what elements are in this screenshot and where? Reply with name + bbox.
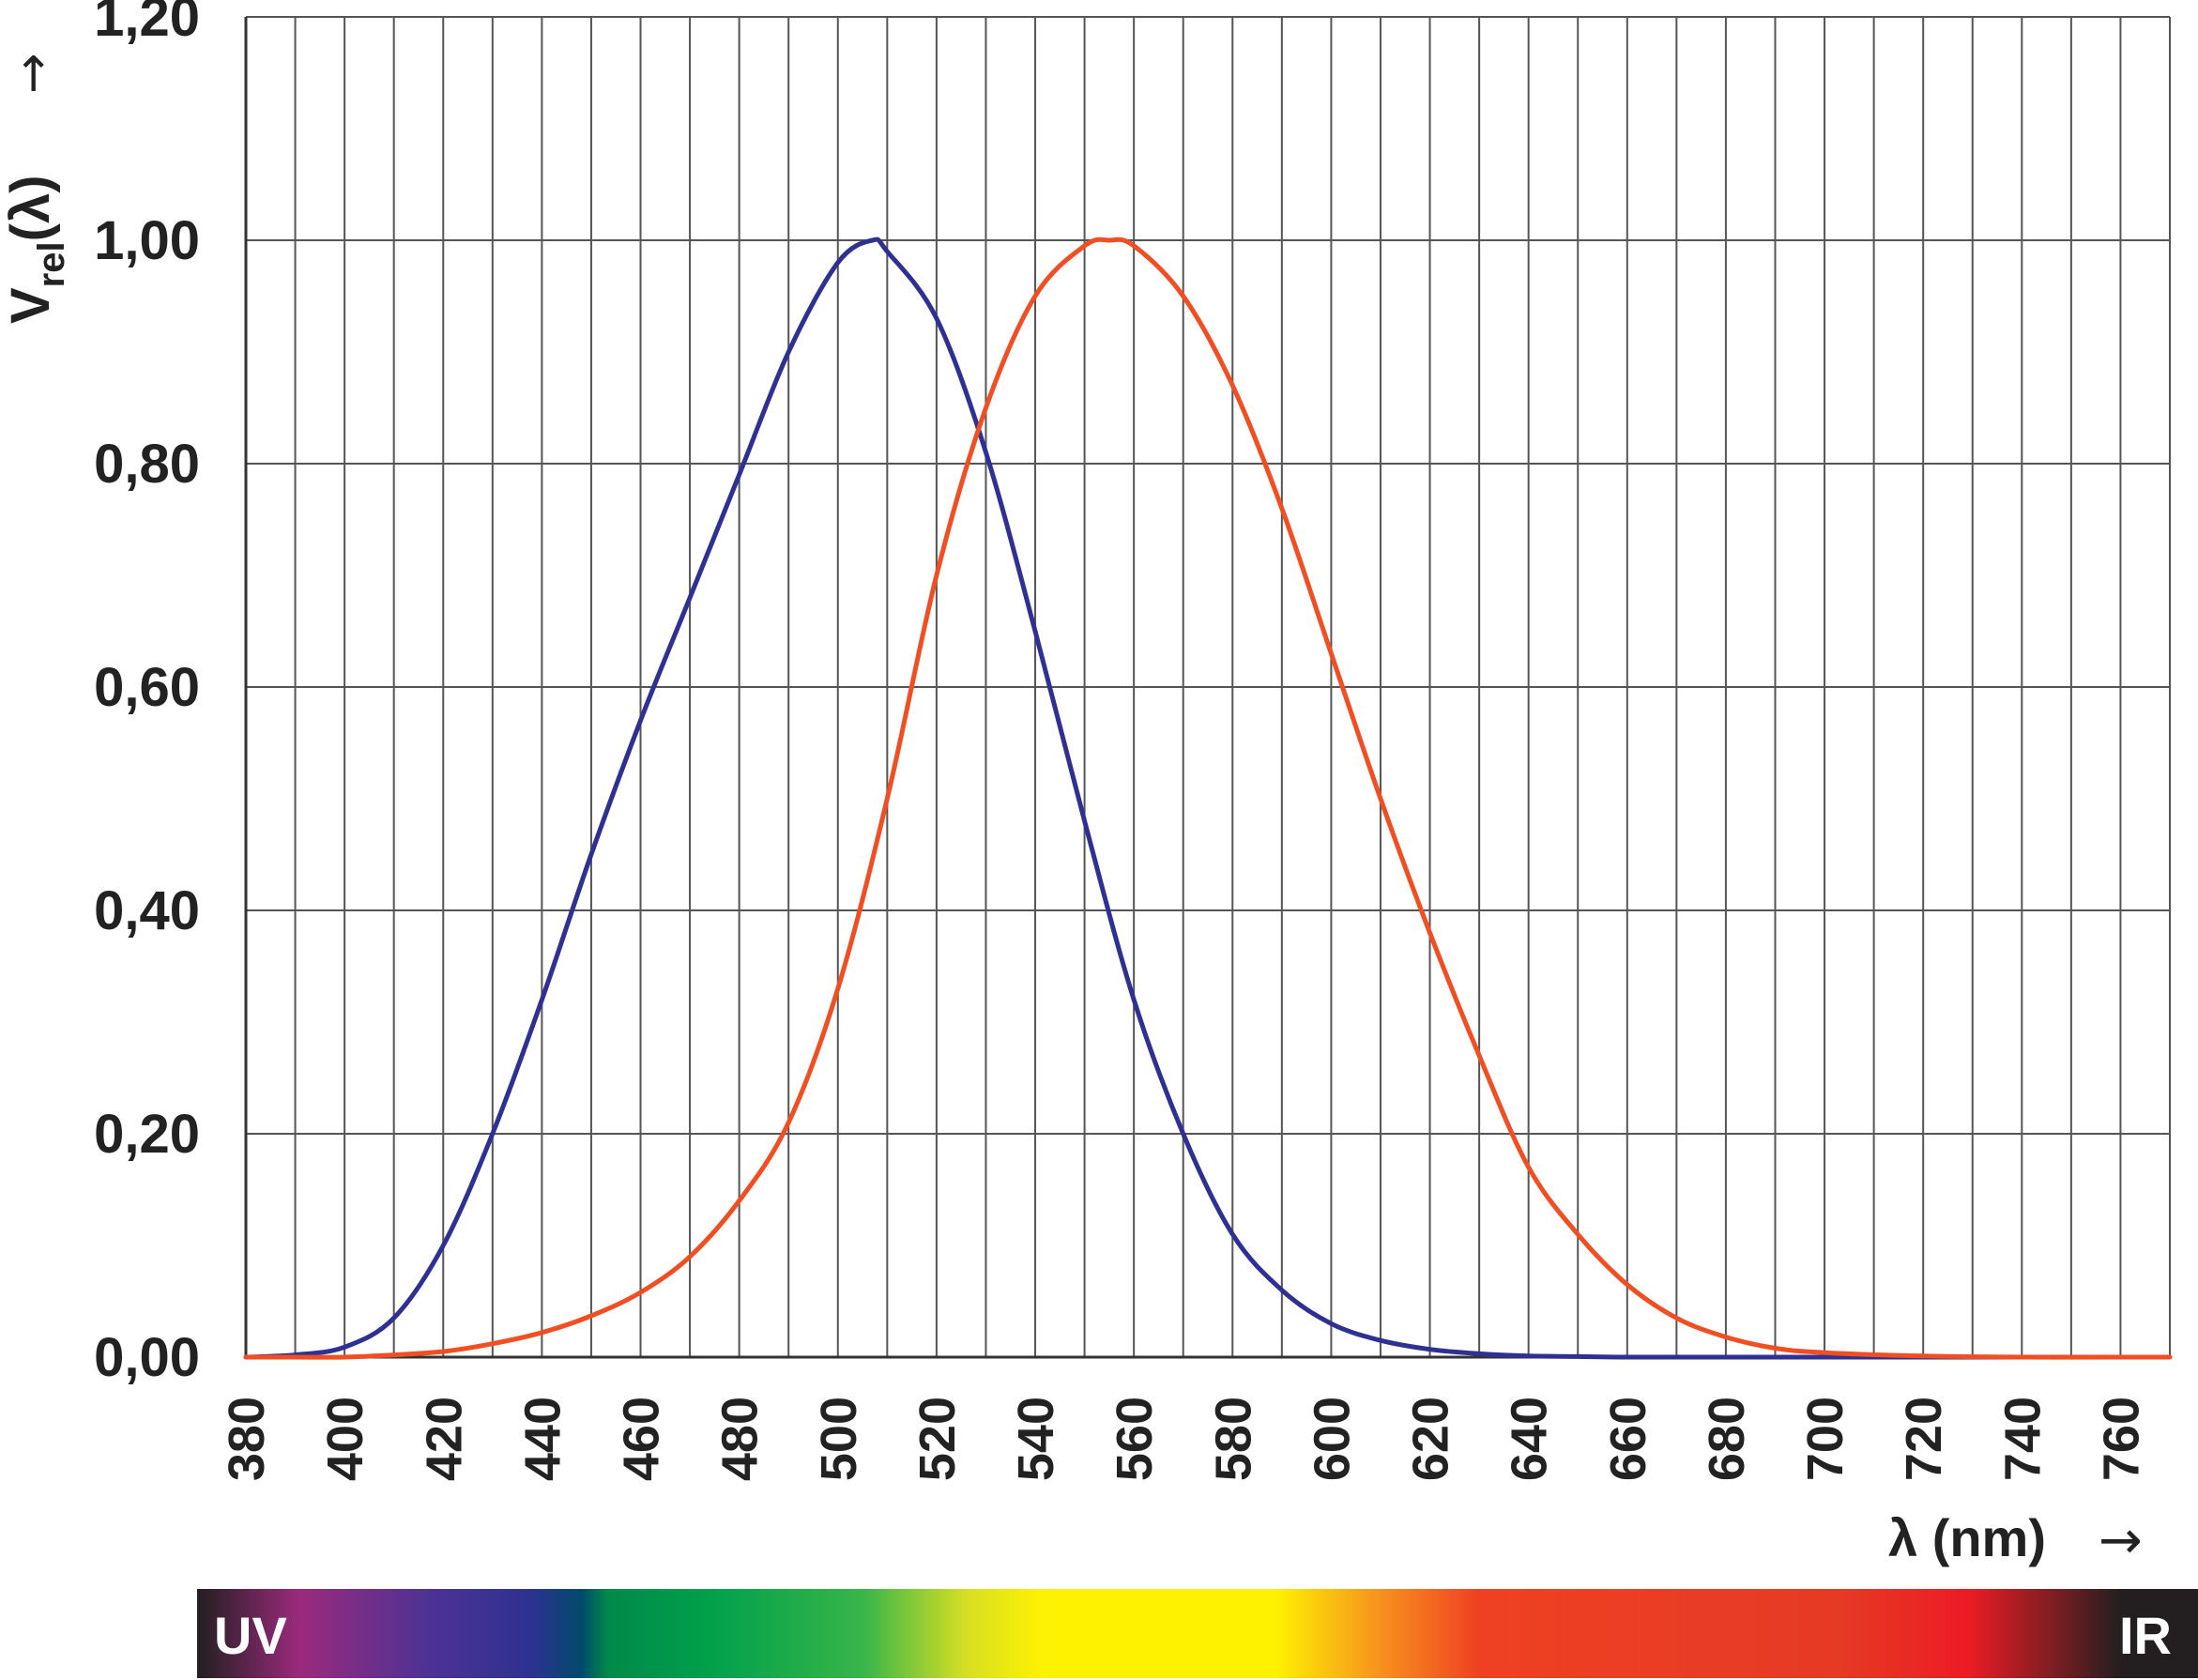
x-tick-label: 400 [317,1397,374,1481]
y-tick-label: 0,60 [94,657,200,718]
x-tick-label: 440 [514,1397,571,1481]
x-tick-label: 580 [1205,1397,1261,1481]
x-tick-label: 460 [614,1397,670,1481]
grid [245,16,2171,1358]
y-tick-label: 0,20 [94,1104,200,1165]
x-tick-label: 420 [416,1397,472,1481]
x-tick-label: 520 [909,1397,966,1481]
y-axis-title-subscript: rel [31,241,72,287]
x-tick-label: 480 [712,1397,769,1481]
series-lines [243,237,2173,1360]
x-axis-arrow: → [2099,1510,2143,1571]
y-tick-label: 0,40 [94,880,200,941]
y-tick-label: 0,00 [94,1327,200,1388]
spectrum-uv-label: UV [214,1606,287,1665]
x-axis-title: λ (nm) [1888,1508,2046,1567]
x-tick-label: 380 [219,1397,275,1481]
x-tick-label: 660 [1600,1397,1656,1481]
spectrum-band: UV IR [197,1589,2198,1678]
x-tick-label: 720 [1896,1397,1952,1481]
y-axis-title-suffix: (λ) [0,175,61,241]
x-tick-label: 620 [1403,1397,1459,1481]
x-tick-label: 600 [1304,1397,1360,1481]
x-tick-label: 740 [1994,1397,2051,1481]
x-tick-label: 680 [1699,1397,1755,1481]
x-tick-label: 500 [811,1397,867,1481]
y-tick-label: 1,00 [94,210,200,271]
spectrum-ir-label: IR [2119,1606,2172,1665]
series-line-2 [243,237,2173,1360]
y-axis-arrow: → [5,53,61,94]
y-tick-label: 1,20 [94,0,200,48]
y-axis-title-main: V [0,287,61,324]
y-axis-tick-labels: 0,00 0,20 0,40 0,60 0,80 1,00 1,20 [94,0,200,1388]
x-tick-label: 540 [1008,1397,1064,1481]
x-tick-label: 640 [1502,1397,1558,1481]
x-tick-label: 560 [1107,1397,1163,1481]
x-axis-tick-labels: 380 400 420 440 460 480 500 520 540 560 580 600 620 6… [219,1397,2149,1481]
svg-text:Vrel(λ): Vrel(λ) [0,175,72,324]
spectrum-band-bar [197,1589,2198,1678]
series-line-1 [243,237,2123,1360]
x-tick-label: 760 [2093,1397,2149,1481]
x-tick-label: 700 [1797,1397,1854,1481]
y-tick-label: 0,80 [94,434,200,495]
y-axis-title: Vrel(λ) → [0,53,72,324]
